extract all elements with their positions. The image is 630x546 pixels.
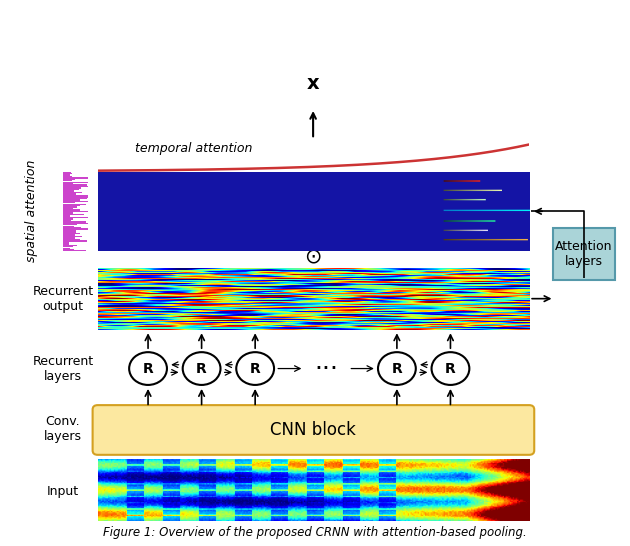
- Bar: [63, 199, 80, 200]
- Bar: [63, 242, 69, 243]
- Bar: [63, 223, 88, 224]
- Bar: [63, 227, 81, 228]
- Bar: [63, 202, 75, 204]
- Bar: [63, 246, 74, 247]
- Bar: [63, 225, 74, 227]
- Bar: [63, 191, 74, 192]
- Bar: [63, 179, 74, 180]
- Bar: [63, 230, 76, 232]
- Bar: [63, 228, 88, 230]
- Bar: [63, 193, 76, 195]
- Bar: [63, 192, 82, 193]
- Text: R: R: [249, 361, 261, 376]
- Text: Input: Input: [47, 485, 79, 498]
- Bar: [63, 208, 74, 209]
- Text: Conv.
layers: Conv. layers: [44, 415, 82, 443]
- Text: R: R: [142, 361, 154, 376]
- Text: spatial-temporal
attention mask: spatial-temporal attention mask: [161, 195, 286, 228]
- Text: ⊙: ⊙: [304, 248, 322, 268]
- Bar: [63, 186, 88, 187]
- Bar: [63, 211, 88, 212]
- Text: Recurrent
output: Recurrent output: [32, 284, 94, 313]
- Bar: [63, 181, 88, 183]
- Bar: [63, 218, 73, 219]
- FancyBboxPatch shape: [553, 228, 615, 280]
- Bar: [63, 183, 73, 185]
- Circle shape: [129, 352, 167, 385]
- Bar: [63, 195, 88, 196]
- Bar: [63, 198, 87, 199]
- Bar: [63, 239, 79, 240]
- Bar: [63, 245, 77, 246]
- Bar: [63, 243, 69, 245]
- Text: Attention
layers: Attention layers: [555, 240, 612, 268]
- Text: R: R: [445, 361, 456, 376]
- Circle shape: [378, 352, 416, 385]
- Bar: [63, 247, 70, 249]
- Text: temporal attention: temporal attention: [135, 142, 253, 155]
- Text: spatial attention: spatial attention: [25, 160, 38, 263]
- Bar: [63, 215, 70, 217]
- Text: x: x: [307, 74, 319, 93]
- Bar: [63, 171, 71, 173]
- Bar: [63, 187, 81, 189]
- Circle shape: [183, 352, 220, 385]
- Bar: [63, 249, 74, 251]
- Bar: [63, 180, 72, 181]
- Bar: [63, 200, 88, 202]
- Bar: [63, 174, 71, 176]
- Bar: [63, 210, 80, 211]
- Bar: [63, 234, 75, 236]
- Text: ···: ···: [314, 357, 338, 381]
- Bar: [63, 217, 88, 218]
- Text: CNN block: CNN block: [270, 421, 357, 439]
- FancyBboxPatch shape: [93, 405, 534, 455]
- Text: Recurrent
layers: Recurrent layers: [32, 354, 94, 383]
- Bar: [63, 173, 72, 174]
- Circle shape: [432, 352, 469, 385]
- Bar: [63, 232, 76, 233]
- Bar: [63, 236, 82, 237]
- Bar: [63, 196, 88, 198]
- Bar: [63, 185, 88, 186]
- Bar: [63, 238, 76, 239]
- Bar: [63, 221, 86, 223]
- Bar: [63, 177, 88, 179]
- Bar: [63, 233, 80, 234]
- Bar: [63, 205, 80, 206]
- Bar: [63, 219, 71, 221]
- Bar: [63, 251, 86, 252]
- Bar: [63, 206, 77, 208]
- Bar: [63, 224, 77, 225]
- Circle shape: [236, 352, 274, 385]
- Bar: [63, 212, 73, 213]
- Bar: [63, 214, 84, 215]
- Text: R: R: [196, 361, 207, 376]
- Bar: [63, 176, 72, 177]
- Bar: [63, 189, 79, 191]
- Text: Figure 1: Overview of the proposed CRNN with attention-based pooling.: Figure 1: Overview of the proposed CRNN …: [103, 526, 527, 539]
- Bar: [63, 204, 86, 205]
- Bar: [63, 240, 87, 242]
- Text: R: R: [391, 361, 403, 376]
